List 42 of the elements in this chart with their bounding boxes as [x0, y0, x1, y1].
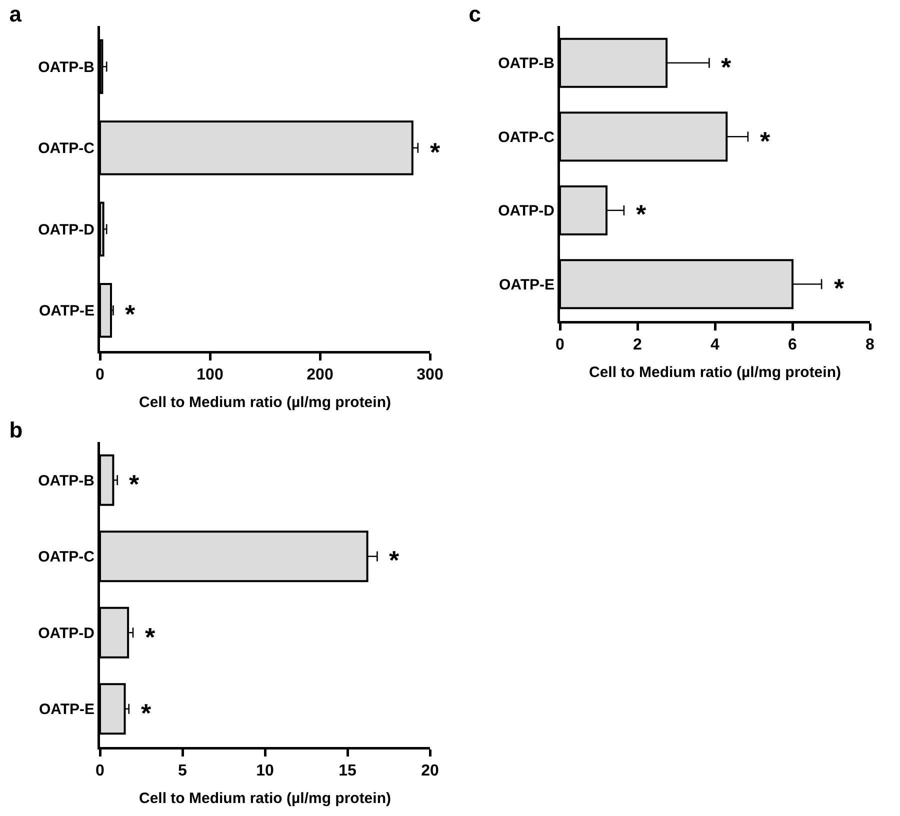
- y-tick-label: OATP-D: [498, 202, 555, 220]
- x-axis-title: Cell to Medium ratio (µl/mg protein): [589, 364, 841, 381]
- x-tick-label: 10: [256, 762, 274, 780]
- x-tick-label: 0: [96, 762, 105, 780]
- annotation: *: [430, 137, 441, 167]
- y-tick-label: OATP-C: [498, 128, 555, 146]
- x-tick-label: 5: [178, 762, 188, 780]
- y-tick-label: OATP-B: [498, 55, 555, 72]
- x-tick-label: 0: [96, 366, 105, 384]
- x-tick-label: 4: [710, 336, 720, 354]
- x-tick-label: 15: [338, 762, 356, 780]
- y-tick-label: OATP-D: [38, 624, 95, 642]
- x-tick-label: 300: [416, 366, 444, 384]
- annotation: *: [141, 698, 152, 728]
- y-tick-label: OATP-B: [38, 58, 95, 76]
- y-tick-label: OATP-C: [38, 548, 95, 566]
- x-tick-label: 100: [196, 366, 224, 384]
- x-axis-title: Cell to Medium ratio (µl/mg protein): [139, 790, 391, 807]
- chart-title: b: [9, 417, 23, 442]
- annotation: *: [125, 299, 136, 329]
- chart-title: a: [9, 2, 22, 27]
- y-tick-label: OATP-D: [38, 221, 95, 238]
- y-tick-label: OATP-E: [38, 701, 94, 718]
- annotation: *: [636, 199, 647, 229]
- y-tick-label: OATP-C: [38, 140, 95, 158]
- annotation: *: [145, 622, 156, 652]
- annotation: *: [721, 52, 732, 82]
- x-tick-label: 8: [866, 336, 875, 354]
- annotation: *: [834, 273, 845, 303]
- chart-title: c: [468, 1, 482, 26]
- x-tick-label: 6: [788, 336, 798, 354]
- annotation: *: [129, 469, 140, 499]
- y-tick-label: OATP-B: [38, 472, 95, 490]
- x-tick-label: 200: [306, 366, 334, 384]
- x-tick-label: 20: [421, 762, 439, 780]
- x-axis-title: Cell to Medium ratio (µl/mg protein): [139, 394, 391, 411]
- x-tick-label: 2: [633, 336, 642, 354]
- y-tick-label: OATP-E: [38, 302, 94, 320]
- y-tick-label: OATP-E: [498, 276, 554, 294]
- annotation: *: [389, 545, 400, 575]
- x-tick-label: 0: [556, 336, 565, 354]
- annotation: *: [760, 126, 771, 156]
